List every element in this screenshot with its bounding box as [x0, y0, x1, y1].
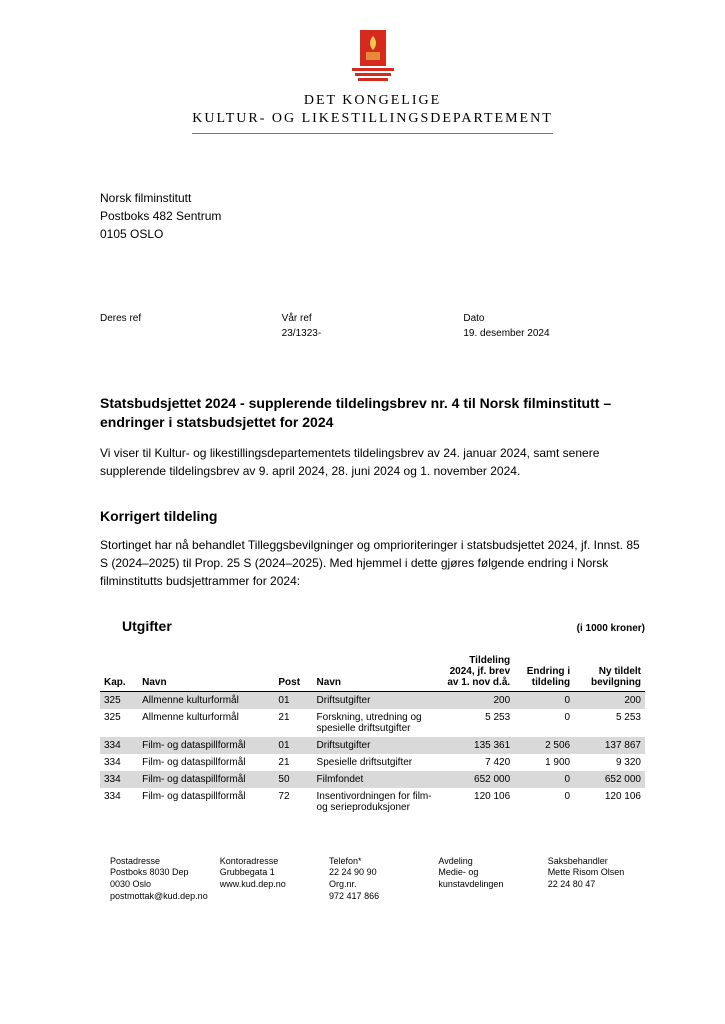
cell-t: 120 106 — [438, 788, 514, 816]
cell-kap: 334 — [100, 771, 138, 788]
recipient-addr1: Postboks 482 Sentrum — [100, 207, 645, 225]
cell-n: 5 253 — [574, 709, 645, 737]
table-row: 325Allmenne kulturformål01Driftsutgifter… — [100, 691, 645, 709]
table-row: 334Film- og dataspillformål21Spesielle d… — [100, 754, 645, 771]
footer-saksbehandler-head: Saksbehandler — [548, 856, 645, 868]
footer-orgnr-label: Org.nr. — [329, 879, 426, 891]
footer-avdeling-head: Avdeling — [438, 856, 535, 868]
footer-postadresse-3: postmottak@kud.dep.no — [110, 891, 208, 903]
cell-post: 50 — [274, 771, 312, 788]
cell-e: 0 — [514, 691, 574, 709]
cell-kap: 325 — [100, 709, 138, 737]
cell-navn1: Allmenne kulturformål — [138, 691, 274, 709]
cell-n: 9 320 — [574, 754, 645, 771]
col-endring: Endring i tildeling — [514, 652, 574, 692]
col-navn1: Navn — [138, 652, 274, 692]
table-row: 334Film- og dataspillformål50Filmfondet6… — [100, 771, 645, 788]
cell-t: 7 420 — [438, 754, 514, 771]
crest-icon — [352, 30, 394, 89]
cell-post: 01 — [274, 691, 312, 709]
cell-navn2: Driftsutgifter — [313, 737, 438, 754]
footer-postadresse-2: 0030 Oslo — [110, 879, 208, 891]
cell-kap: 334 — [100, 737, 138, 754]
col-navn2: Navn — [313, 652, 438, 692]
cell-t: 200 — [438, 691, 514, 709]
footer-orgnr-val: 972 417 866 — [329, 891, 426, 903]
vaar-ref-label: Vår ref — [282, 313, 464, 324]
cell-post: 21 — [274, 709, 312, 737]
section-body: Stortinget har nå behandlet Tilleggsbevi… — [100, 536, 645, 590]
logo-text-line1: DET KONGELIGE — [100, 93, 645, 109]
letterhead-logo: DET KONGELIGE KULTUR- OG LIKESTILLINGSDE… — [100, 30, 645, 134]
table-row: 325Allmenne kulturformål21Forskning, utr… — [100, 709, 645, 737]
recipient-name: Norsk filminstitutt — [100, 189, 645, 207]
cell-navn2: Forskning, utredning og spesielle drifts… — [313, 709, 438, 737]
cell-e: 1 900 — [514, 754, 574, 771]
cell-kap: 334 — [100, 788, 138, 816]
footer-kontor-head: Kontoradresse — [220, 856, 317, 868]
table-row: 334Film- og dataspillformål01Driftsutgif… — [100, 737, 645, 754]
cell-navn2: Filmfondet — [313, 771, 438, 788]
cell-e: 0 — [514, 771, 574, 788]
cell-kap: 325 — [100, 691, 138, 709]
footer-saksbehandler-1: Mette Risom Olsen — [548, 867, 645, 879]
col-kap: Kap. — [100, 652, 138, 692]
cell-post: 72 — [274, 788, 312, 816]
cell-navn1: Film- og dataspillformål — [138, 737, 274, 754]
footer-telefon-1: 22 24 90 90 — [329, 867, 426, 879]
cell-kap: 334 — [100, 754, 138, 771]
cell-t: 135 361 — [438, 737, 514, 754]
section-heading: Korrigert tildeling — [100, 508, 645, 524]
budget-table: Kap. Navn Post Navn Tildeling 2024, jf. … — [100, 652, 645, 816]
cell-e: 2 506 — [514, 737, 574, 754]
cell-n: 120 106 — [574, 788, 645, 816]
col-ny: Ny tildelt bevilgning — [574, 652, 645, 692]
table-header-row: Kap. Navn Post Navn Tildeling 2024, jf. … — [100, 652, 645, 692]
document-title: Statsbudsjettet 2024 - supplerende tilde… — [100, 394, 645, 432]
table-row: 334Film- og dataspillformål72Insentivord… — [100, 788, 645, 816]
cell-n: 137 867 — [574, 737, 645, 754]
cell-navn1: Film- og dataspillformål — [138, 788, 274, 816]
cell-navn1: Film- og dataspillformål — [138, 754, 274, 771]
cell-navn2: Driftsutgifter — [313, 691, 438, 709]
footer-kontor-3: www.kud.dep.no — [220, 879, 317, 891]
footer-block: Postadresse Postboks 8030 Dep 0030 Oslo … — [100, 856, 645, 903]
deres-ref-label: Deres ref — [100, 313, 282, 324]
table-title: Utgifter — [122, 618, 172, 634]
recipient-block: Norsk filminstitutt Postboks 482 Sentrum… — [100, 189, 645, 243]
footer-saksbehandler-2: 22 24 80 47 — [548, 879, 645, 891]
recipient-addr2: 0105 OSLO — [100, 225, 645, 243]
footer-postadresse-1: Postboks 8030 Dep — [110, 867, 208, 879]
cell-n: 200 — [574, 691, 645, 709]
cell-navn2: Insentivordningen for film- og serieprod… — [313, 788, 438, 816]
reference-row: Deres ref Vår ref 23/1323- Dato 19. dese… — [100, 313, 645, 339]
cell-e: 0 — [514, 709, 574, 737]
cell-n: 652 000 — [574, 771, 645, 788]
table-unit: (i 1000 kroner) — [577, 623, 645, 634]
intro-paragraph: Vi viser til Kultur- og likestillingsdep… — [100, 444, 645, 480]
cell-navn1: Film- og dataspillformål — [138, 771, 274, 788]
cell-post: 01 — [274, 737, 312, 754]
footer-telefon-head: Telefon* — [329, 856, 426, 868]
col-tildeling: Tildeling 2024, jf. brev av 1. nov d.å. — [438, 652, 514, 692]
cell-navn2: Spesielle driftsutgifter — [313, 754, 438, 771]
vaar-ref-value: 23/1323- — [282, 328, 464, 339]
cell-e: 0 — [514, 788, 574, 816]
footer-avdeling-1: Medie- og kunstavdelingen — [438, 867, 535, 890]
footer-kontor-1: Grubbegata 1 — [220, 867, 317, 879]
cell-post: 21 — [274, 754, 312, 771]
cell-t: 652 000 — [438, 771, 514, 788]
cell-t: 5 253 — [438, 709, 514, 737]
dato-value: 19. desember 2024 — [463, 328, 645, 339]
logo-text-line2: KULTUR- OG LIKESTILLINGSDEPARTEMENT — [192, 111, 553, 134]
dato-label: Dato — [463, 313, 645, 324]
col-post: Post — [274, 652, 312, 692]
cell-navn1: Allmenne kulturformål — [138, 709, 274, 737]
footer-postadresse-head: Postadresse — [110, 856, 208, 868]
